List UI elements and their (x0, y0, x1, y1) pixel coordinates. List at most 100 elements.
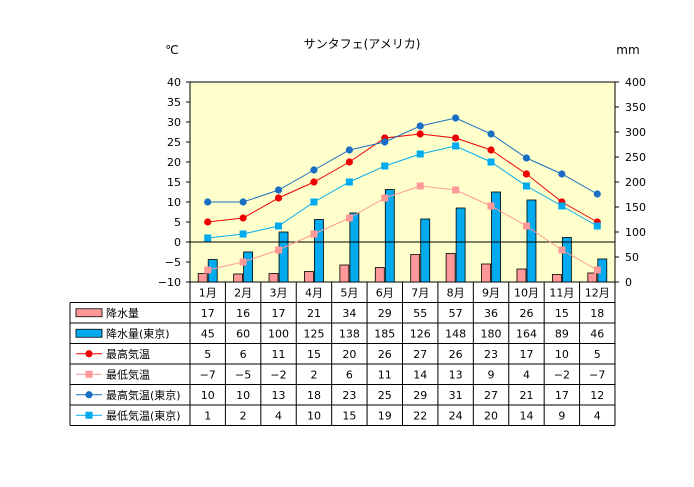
data-label: 12 (590, 389, 604, 402)
data-point (345, 158, 353, 166)
data-point (381, 138, 389, 146)
right-axis-unit: mm (616, 43, 639, 57)
category-label: 5月 (340, 286, 358, 299)
data-label: 126 (410, 327, 431, 340)
data-point (558, 170, 566, 178)
data-label: 25 (378, 389, 392, 402)
category-label: 4月 (305, 286, 323, 299)
left-tick-label: 15 (167, 176, 181, 189)
bar-precip (268, 273, 279, 283)
plot-area (189, 81, 616, 283)
bar-precip (587, 272, 598, 283)
bar-precip-tokyo (491, 191, 501, 283)
data-label: 23 (342, 389, 356, 402)
data-label: 185 (374, 327, 395, 340)
chart-title: サンタフェ(アメリカ) (304, 37, 421, 51)
left-tick-label: 5 (174, 216, 181, 229)
data-label: 180 (481, 327, 502, 340)
legend-entry: 降水量 (106, 306, 139, 320)
data-point (452, 142, 460, 150)
data-label: 6 (346, 368, 353, 381)
bar-precip (445, 253, 456, 283)
data-label: 36 (484, 307, 498, 320)
right-tick-label: 0 (625, 276, 632, 289)
legend-key-marker (85, 370, 93, 378)
data-label: 14 (519, 409, 533, 422)
left-tick-label: 30 (167, 116, 181, 129)
bar-precip (551, 274, 562, 283)
data-label: 10 (555, 348, 569, 361)
data-point (204, 234, 212, 242)
data-label: 22 (413, 409, 427, 422)
right-tick-label: 250 (625, 151, 646, 164)
legend-key (75, 308, 103, 318)
data-label: 13 (272, 389, 286, 402)
data-point (487, 158, 495, 166)
data-label: 17 (555, 389, 569, 402)
data-label: 4 (594, 409, 601, 422)
right-tick-label: 200 (625, 176, 646, 189)
right-tick-label: 50 (625, 251, 639, 264)
data-point (345, 178, 353, 186)
data-label: 11 (378, 368, 392, 381)
legend-entry: 降水量(東京) (106, 326, 170, 340)
series-line-1 (207, 185, 598, 271)
data-label: 5 (204, 348, 211, 361)
data-point (274, 194, 283, 202)
category-label: 11月 (549, 286, 574, 299)
data-label: −2 (270, 368, 286, 381)
data-label: 89 (555, 327, 569, 340)
data-point (239, 214, 247, 222)
left-axis-unit: ℃ (165, 43, 178, 57)
bar-precip-tokyo (526, 199, 537, 283)
bar-precip-tokyo (243, 251, 254, 283)
data-point (275, 222, 283, 230)
bar-precip-tokyo (455, 207, 466, 283)
bar-precip (197, 273, 208, 283)
data-label: 26 (519, 307, 533, 320)
data-point (487, 146, 495, 154)
data-label: 100 (268, 327, 289, 340)
data-label: 16 (236, 307, 250, 320)
data-point (310, 178, 318, 186)
data-point (593, 222, 601, 230)
data-label: 17 (272, 307, 286, 320)
bar-precip-tokyo (349, 212, 360, 283)
data-label: 6 (240, 348, 247, 361)
bar-precip-tokyo (314, 219, 324, 283)
data-point (204, 218, 212, 226)
data-label: 125 (303, 327, 324, 340)
data-label: 164 (516, 327, 537, 340)
data-label: −7 (200, 368, 216, 381)
data-label: 15 (555, 307, 569, 320)
category-label: 12月 (585, 286, 610, 299)
data-point (381, 162, 389, 170)
data-point (522, 154, 531, 162)
data-point (593, 190, 601, 198)
category-label: 10月 (514, 286, 539, 299)
data-point (274, 186, 283, 194)
data-point (416, 122, 424, 130)
data-point (416, 150, 424, 158)
category-label: 1月 (199, 286, 217, 299)
data-point (239, 198, 247, 206)
data-label: 46 (590, 327, 604, 340)
data-label: 1 (204, 409, 211, 422)
left-tick-label: 0 (174, 236, 181, 249)
data-point (487, 130, 495, 138)
data-label: 138 (339, 327, 360, 340)
data-point (452, 134, 460, 142)
data-label: 27 (484, 389, 498, 402)
bar-precip (516, 268, 527, 283)
data-label: 14 (413, 368, 427, 381)
data-point (452, 114, 460, 122)
data-label: 4 (523, 368, 530, 381)
data-label: 10 (236, 389, 250, 402)
category-label: 3月 (270, 286, 288, 299)
right-tick-label: 300 (625, 126, 646, 139)
legend-key-marker (85, 350, 93, 358)
data-label: 5 (594, 348, 601, 361)
data-point (310, 166, 318, 174)
category-label: 9月 (482, 286, 500, 299)
